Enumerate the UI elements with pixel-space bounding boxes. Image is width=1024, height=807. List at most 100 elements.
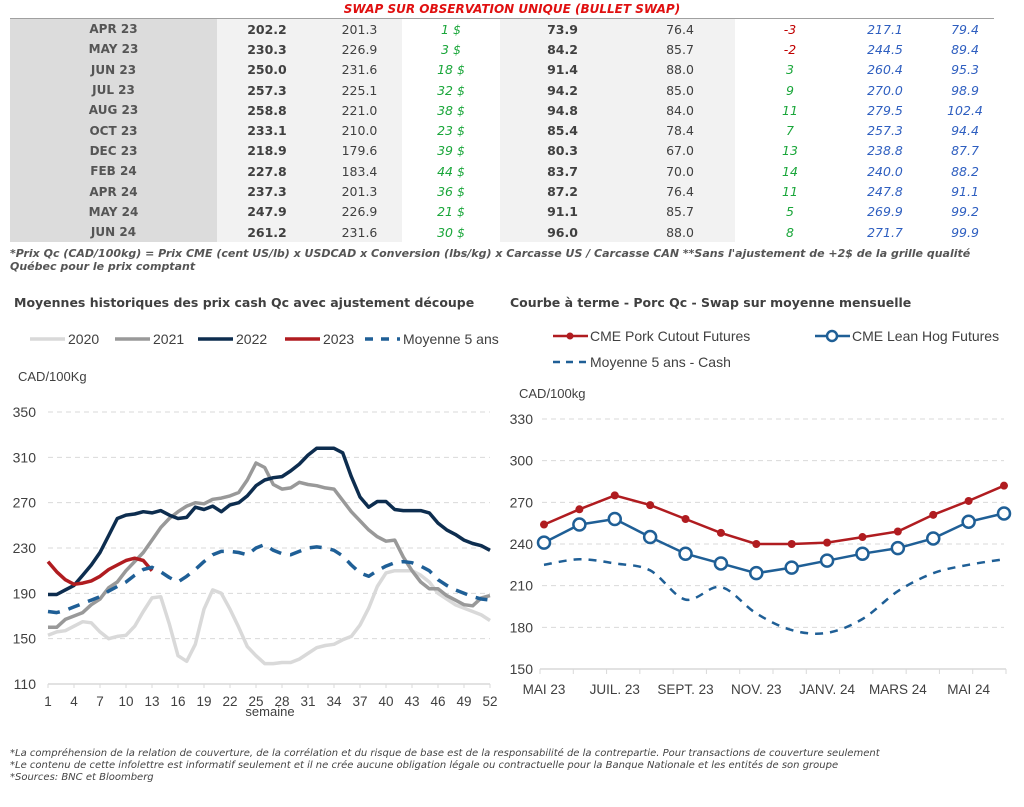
data-point [855,546,870,561]
cell-c5: 88.0 [625,59,735,80]
x-tick-label: 52 [482,694,497,709]
cell-d2: -3 [735,19,845,40]
legend-label: 2022 [236,331,267,347]
data-point [678,546,693,561]
cell-c4: 85.4 [500,120,625,141]
cell-c5: 88.0 [625,221,735,243]
cell-c7: 247.8 [845,181,925,202]
right-chart-title: Courbe à terme - Porc Qc - Swap sur moye… [510,295,912,310]
x-tick-label: 34 [326,694,342,709]
cell-c2: 201.3 [317,181,402,202]
cell-c5: 85.7 [625,39,735,60]
cell-c7: 244.5 [845,39,925,60]
footer-line: *La compréhension de la relation de couv… [10,748,880,759]
data-point [749,565,764,581]
cell-c2: 201.3 [317,19,402,40]
cell-diff: 21 $ [402,201,500,222]
data-point [575,505,584,514]
legend-marker [825,329,839,343]
cell-diff: 32 $ [402,79,500,101]
cell-c8: 94.4 [925,120,1005,141]
cell-c7: 217.1 [845,19,925,40]
cell-c2: 225.1 [317,79,402,101]
cell-d2: 5 [735,201,845,222]
cell-c7: 240.0 [845,161,925,182]
cell-month: FEB 24 [10,161,217,182]
data-point [646,501,655,510]
x-tick-label: 46 [430,694,445,709]
cell-d2: 11 [735,100,845,121]
x-tick-label: 43 [404,694,419,709]
cell-month: MAY 23 [10,39,217,60]
cell-c2: 183.4 [317,161,402,182]
y-axis-label: CAD/100Kg [18,369,87,384]
legend-item: 2020 [30,331,99,347]
table-row: JUL 23 257.3 225.1 32 $94.2 85.0 9 270.0 98.9 [10,79,1005,101]
x-tick-label: 37 [352,694,367,709]
x-tick-label: 22 [222,694,237,709]
data-point [681,515,690,523]
cell-c7: 270.0 [845,79,925,101]
x-tick-label: JANV. 24 [799,682,855,697]
data-point [961,514,976,530]
cell-c5: 85.0 [625,79,735,101]
data-point [819,553,835,568]
cell-d2: 8 [735,221,845,243]
data-point [996,506,1012,521]
cell-c1: 230.3 [217,39,317,60]
cell-c2: 179.6 [317,140,402,162]
data-point [752,540,761,548]
data-point [925,531,941,546]
cell-d2: 3 [735,59,845,80]
y-tick-label: 300 [510,453,534,469]
cell-diff: 18 $ [402,59,500,80]
table-row: JUN 24 261.2 231.6 30 $96.0 88.0 8 271.7 99.9 [10,221,1005,243]
series-line-cme-pork-cutout-futures [543,484,1005,546]
data-point [536,535,552,550]
cell-c8: 98.9 [925,79,1005,101]
cell-c5: 70.0 [625,161,735,182]
cell-d2: 13 [735,140,845,162]
series-line-2023 [46,556,154,587]
cell-c7: 238.8 [845,140,925,162]
cell-c1: 247.9 [217,201,317,222]
cell-c4: 91.1 [500,201,625,222]
footer-line: *Le contenu de cette infolettre est info… [10,760,839,771]
cell-month: JUL 23 [10,79,217,101]
x-tick-label: 28 [274,694,289,709]
y-tick-label: 350 [13,404,37,420]
legend-label: Moyenne 5 ans - Cash [590,354,731,370]
cell-c7: 271.7 [845,221,925,243]
cell-c1: 202.2 [217,19,317,40]
table-row: AUG 23 258.8 221.0 38 $94.8 84.0 11 279.5 102.4 [10,100,1005,121]
cell-diff: 38 $ [402,100,500,121]
cell-d2: -2 [735,39,845,60]
cell-month: APR 24 [10,181,217,202]
cell-month: DEC 23 [10,140,217,162]
x-tick-label: 13 [144,694,159,709]
x-tick-label: JUIL. 23 [590,682,640,697]
x-tick-label: MAI 24 [947,682,990,697]
cell-month: AUG 23 [10,100,217,121]
y-tick-label: 150 [13,631,37,647]
cell-c2: 221.0 [317,100,402,121]
cell-c8: 88.2 [925,161,1005,182]
legend-label: 2020 [68,331,99,347]
x-tick-label: 40 [378,694,393,709]
data-point [964,496,973,505]
cell-c5: 67.0 [625,140,735,162]
table-title: SWAP SUR OBSERVATION UNIQUE (BULLET SWAP… [343,2,681,16]
x-axis-label: semaine [245,704,294,719]
y-axis-label: CAD/100kg [519,386,585,401]
cell-c8: 99.2 [925,201,1005,222]
data-point [713,556,729,571]
table-row: JUN 23 250.0 231.6 18 $91.4 88.0 3 260.4 95.3 [10,59,1005,80]
formula-note: *Prix Qc (CAD/100kg) = Prix CME (cent US… [10,247,971,273]
legend-label: 2021 [153,331,184,347]
left-chart-title: Moyennes historiques des prix cash Qc av… [14,295,475,310]
y-tick-label: 330 [510,411,534,427]
y-tick-label: 240 [510,536,534,552]
legend-item: 2023 [285,331,354,347]
cell-c5: 78.4 [625,120,735,141]
cell-d2: 7 [735,120,845,141]
